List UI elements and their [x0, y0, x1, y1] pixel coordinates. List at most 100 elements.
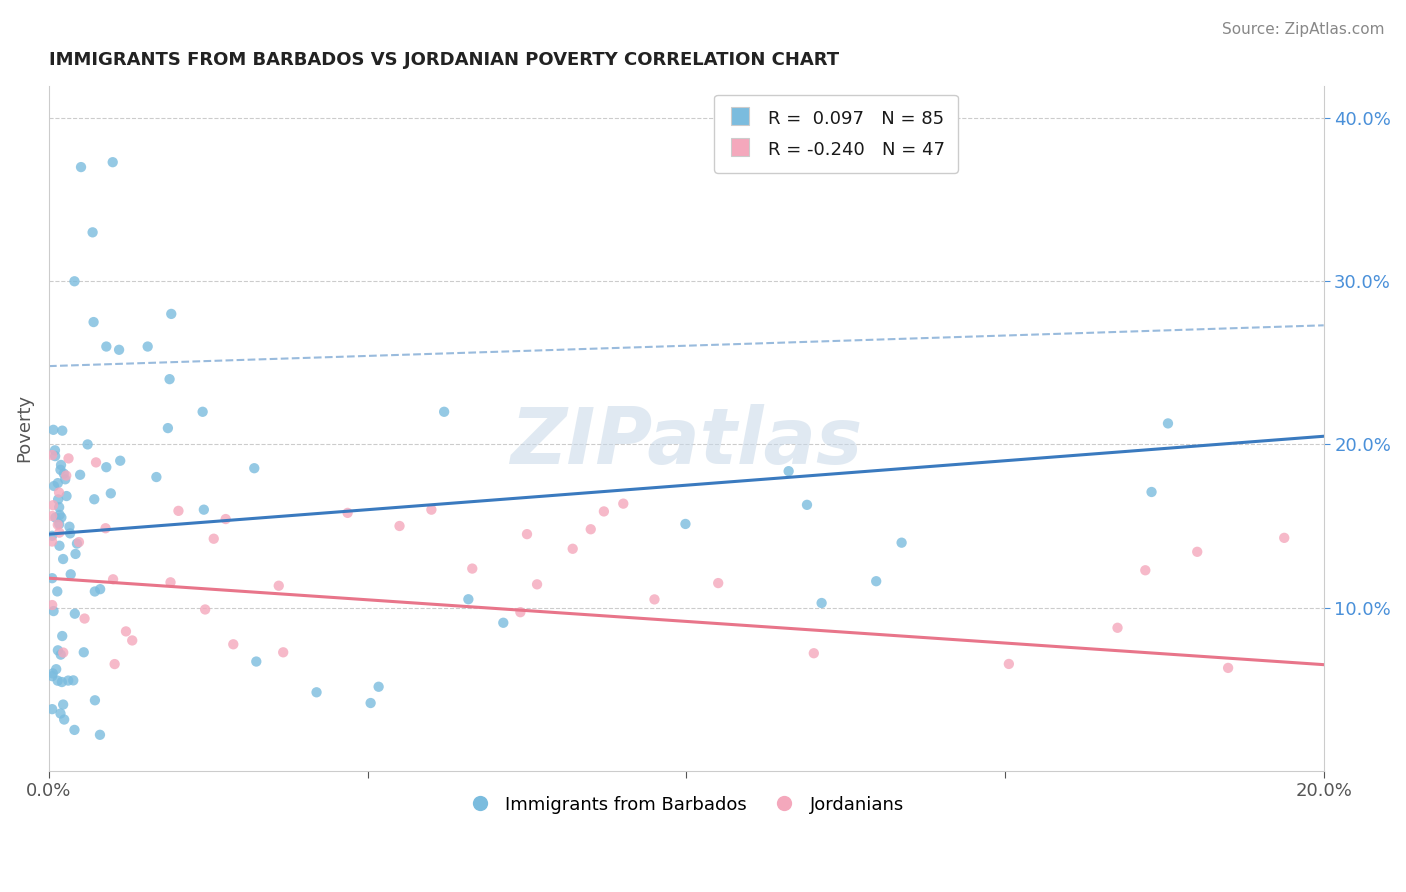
Point [49, 648, 72, 662]
Point [167, 504, 190, 518]
Point [48, 539, 70, 553]
Point [561, 541, 583, 556]
Point [707, 576, 730, 591]
Point [1157, 417, 1180, 431]
Point [115, 624, 138, 639]
Point [1187, 545, 1209, 559]
Point [58, 673, 80, 688]
Point [516, 527, 538, 541]
Point [461, 561, 484, 575]
Text: ZIPatlas: ZIPatlas [510, 404, 862, 480]
Point [41, 529, 63, 543]
Point [1216, 661, 1239, 675]
Point [998, 657, 1021, 671]
Point [41, 598, 63, 612]
Point [49, 463, 72, 477]
Point [83, 584, 105, 599]
Point [96, 339, 118, 353]
Point [509, 605, 531, 619]
Point [579, 522, 602, 536]
Point [94, 521, 117, 535]
Point [48, 485, 70, 500]
Point [215, 512, 238, 526]
Point [67, 535, 90, 549]
Point [108, 343, 131, 357]
Point [73, 611, 96, 625]
Point [121, 633, 143, 648]
Point [159, 372, 181, 386]
Point [52, 467, 75, 481]
Point [46, 476, 69, 491]
Point [156, 421, 179, 435]
Point [145, 470, 167, 484]
Point [526, 577, 548, 591]
Point [194, 602, 217, 616]
Point [1135, 563, 1157, 577]
Point [96, 460, 118, 475]
Point [803, 646, 825, 660]
Point [420, 502, 443, 516]
Point [360, 696, 382, 710]
Point [45, 662, 67, 676]
Point [42, 423, 65, 437]
Point [675, 516, 697, 531]
Point [55, 489, 77, 503]
Point [890, 535, 912, 549]
Point [46, 584, 69, 599]
Point [44, 443, 66, 458]
Point [305, 685, 328, 699]
Point [41, 669, 63, 683]
Point [388, 519, 411, 533]
Point [336, 506, 359, 520]
Point [267, 579, 290, 593]
Point [52, 552, 75, 566]
Point [44, 449, 66, 463]
Point [42, 479, 65, 493]
Point [136, 339, 159, 353]
Y-axis label: Poverty: Poverty [15, 394, 32, 462]
Point [49, 458, 72, 472]
Point [191, 405, 214, 419]
Point [245, 655, 267, 669]
Point [42, 666, 65, 681]
Point [42, 604, 65, 618]
Point [51, 424, 73, 438]
Point [202, 532, 225, 546]
Point [89, 728, 111, 742]
Point [73, 645, 96, 659]
Point [492, 615, 515, 630]
Point [51, 675, 73, 690]
Point [48, 517, 70, 532]
Point [46, 643, 69, 657]
Point [55, 468, 77, 483]
Point [42, 498, 65, 512]
Point [65, 547, 87, 561]
Point [433, 405, 456, 419]
Point [159, 575, 181, 590]
Point [1140, 485, 1163, 500]
Point [70, 160, 93, 174]
Point [62, 673, 84, 688]
Point [58, 451, 80, 466]
Point [58, 520, 80, 534]
Point [41, 448, 63, 462]
Point [101, 572, 124, 586]
Text: Source: ZipAtlas.com: Source: ZipAtlas.com [1222, 22, 1385, 37]
Point [59, 567, 82, 582]
Point [51, 629, 73, 643]
Point [41, 534, 63, 549]
Point [104, 657, 127, 671]
Point [101, 155, 124, 169]
Point [160, 307, 183, 321]
Point [84, 455, 107, 469]
Point [1107, 621, 1129, 635]
Point [53, 472, 76, 486]
Point [593, 504, 616, 518]
Point [810, 596, 832, 610]
Point [41, 508, 63, 523]
Point [48, 508, 70, 522]
Point [84, 693, 107, 707]
Point [796, 498, 818, 512]
Point [1272, 531, 1295, 545]
Point [48, 525, 70, 540]
